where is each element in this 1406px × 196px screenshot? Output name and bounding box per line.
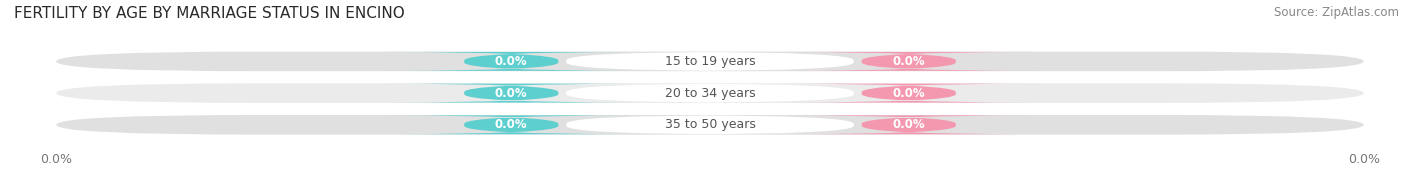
FancyBboxPatch shape: [384, 52, 640, 71]
Text: 15 to 19 years: 15 to 19 years: [665, 55, 755, 68]
FancyBboxPatch shape: [56, 83, 1364, 103]
Text: 0.0%: 0.0%: [893, 87, 925, 100]
FancyBboxPatch shape: [780, 52, 1036, 71]
Text: 0.0%: 0.0%: [893, 118, 925, 131]
Text: 0.0%: 0.0%: [495, 118, 527, 131]
Text: FERTILITY BY AGE BY MARRIAGE STATUS IN ENCINO: FERTILITY BY AGE BY MARRIAGE STATUS IN E…: [14, 6, 405, 21]
Text: 0.0%: 0.0%: [495, 55, 527, 68]
Text: 0.0%: 0.0%: [495, 87, 527, 100]
FancyBboxPatch shape: [780, 115, 1036, 134]
FancyBboxPatch shape: [567, 84, 853, 103]
Text: 20 to 34 years: 20 to 34 years: [665, 87, 755, 100]
FancyBboxPatch shape: [384, 84, 640, 103]
FancyBboxPatch shape: [567, 115, 853, 134]
Text: Source: ZipAtlas.com: Source: ZipAtlas.com: [1274, 6, 1399, 19]
FancyBboxPatch shape: [384, 115, 640, 134]
FancyBboxPatch shape: [780, 84, 1036, 103]
FancyBboxPatch shape: [567, 52, 853, 71]
Text: 0.0%: 0.0%: [893, 55, 925, 68]
FancyBboxPatch shape: [56, 52, 1364, 71]
FancyBboxPatch shape: [56, 115, 1364, 135]
Text: 35 to 50 years: 35 to 50 years: [665, 118, 755, 131]
